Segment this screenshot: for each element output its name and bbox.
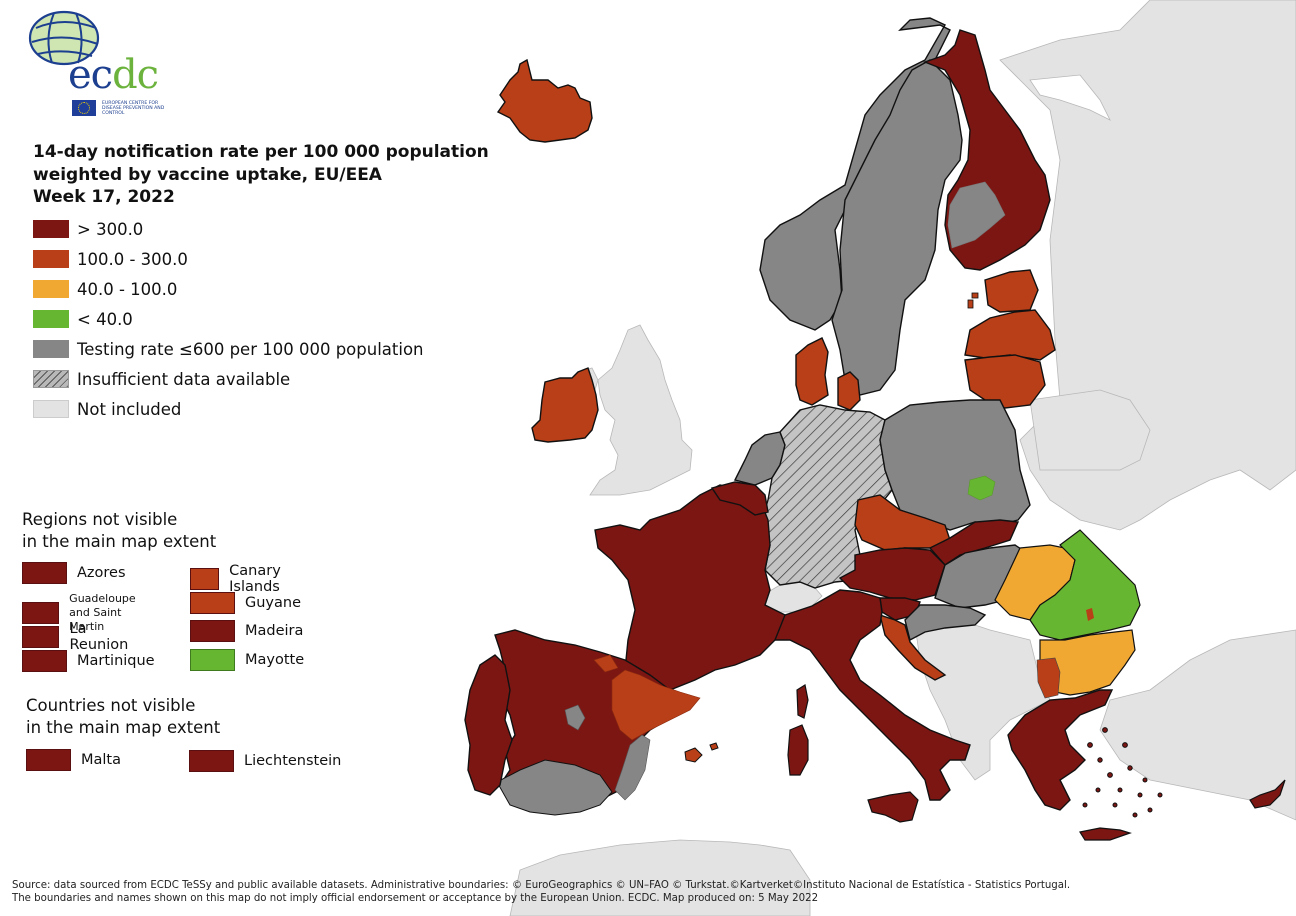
legend-item: 100.0 - 300.0 — [33, 244, 424, 274]
region-label: Azores — [77, 565, 126, 581]
region-item: Martinique — [22, 650, 155, 672]
romania-east — [1029, 529, 1141, 641]
legend-label: 100.0 - 300.0 — [77, 249, 188, 269]
logo-text-dc: dc — [112, 52, 159, 98]
balearic-islands — [684, 742, 719, 763]
lithuania — [964, 354, 1046, 409]
region-label: La Reunion — [69, 621, 129, 653]
france — [594, 484, 786, 691]
legend-label: Not included — [77, 399, 182, 419]
region-label: Canary Islands — [229, 563, 281, 595]
legend-item: < 40.0 — [33, 304, 424, 334]
bulgaria-red-region — [1036, 657, 1061, 699]
logo-text-ec: ec — [68, 52, 113, 98]
denmark-islands — [837, 371, 861, 411]
region-item: La Reunion — [22, 621, 136, 653]
ireland — [531, 367, 599, 443]
legend-item: Testing rate ≤600 per 100 000 population — [33, 334, 424, 364]
swatch — [22, 626, 60, 648]
region-label: Madeira — [245, 623, 304, 639]
regions-not-visible-title: Regions not visible in the main map exte… — [22, 510, 217, 551]
swatch-40-100 — [33, 280, 69, 298]
legend-label: > 300.0 — [77, 219, 144, 239]
legend-item: Insufficient data available — [33, 364, 424, 394]
legend-label: Insufficient data available — [77, 369, 291, 389]
legend: > 300.0 100.0 - 300.0 40.0 - 100.0 < 40.… — [33, 214, 424, 424]
spain-aragon-catalonia — [611, 669, 701, 741]
poland-lt40-region — [967, 475, 996, 501]
iceland — [496, 58, 593, 143]
aegean-islands — [1082, 727, 1163, 818]
region-label: Guyane — [245, 595, 302, 611]
swatch-gt300 — [33, 220, 69, 238]
source-footer: Source: data sourced from ECDC TeSSy and… — [12, 879, 1070, 905]
region-item: Azores — [22, 562, 126, 584]
greece — [1007, 689, 1114, 811]
swatch — [26, 749, 71, 771]
small-islands — [967, 292, 979, 309]
region-label: Martinique — [77, 653, 155, 669]
country-item: Liechtenstein — [189, 750, 341, 772]
swatch — [190, 592, 235, 614]
region-item: Guyane — [190, 592, 301, 614]
swatch — [190, 568, 220, 590]
swatch-lt40 — [33, 310, 69, 328]
swatch — [22, 562, 67, 584]
spain-madrid — [564, 704, 586, 731]
swatch — [189, 750, 234, 772]
legend-label: < 40.0 — [77, 309, 133, 329]
legend-label: Testing rate ≤600 per 100 000 population — [77, 339, 424, 359]
spain-la-rioja — [593, 654, 619, 673]
country-label: Malta — [81, 752, 121, 768]
eu-flag-icon — [72, 100, 96, 116]
crete — [1079, 827, 1132, 841]
legend-item: 40.0 - 100.0 — [33, 274, 424, 304]
legend-title: 14-day notification rate per 100 000 pop… — [33, 142, 489, 207]
corsica — [796, 684, 809, 719]
region-item: Mayotte — [190, 649, 304, 671]
region-item: Canary Islands — [190, 563, 297, 595]
swatch — [190, 649, 235, 671]
sicily — [867, 791, 919, 823]
cyprus — [1249, 779, 1286, 809]
spain-valencia — [614, 734, 651, 801]
finland-low-testing-region — [947, 181, 1006, 249]
legend-label: 40.0 - 100.0 — [77, 279, 178, 299]
globe-icon — [28, 10, 100, 66]
swatch-low-testing — [33, 340, 69, 358]
croatia-inland — [904, 604, 987, 642]
croatia-coast — [879, 613, 947, 681]
countries-not-visible-title: Countries not visible in the main map ex… — [26, 696, 221, 737]
italy — [768, 589, 971, 801]
swatch-100-300 — [33, 250, 69, 268]
legend-item: Not included — [33, 394, 424, 424]
not-included-land — [509, 0, 1296, 916]
disclaimer-line: The boundaries and names shown on this m… — [12, 893, 819, 904]
region-item: Madeira — [190, 620, 303, 642]
logo-subtitle: European Centre for Disease Prevention a… — [102, 100, 165, 116]
swatch — [190, 620, 235, 642]
portugal — [464, 654, 513, 796]
country-item: Malta — [26, 749, 121, 771]
swatch — [22, 650, 67, 672]
swatch-insufficient-data — [33, 370, 69, 388]
region-label: Guadeloupe and Saint Martin — [69, 592, 136, 633]
swatch — [22, 602, 60, 624]
region-label: Mayotte — [245, 652, 305, 668]
sardinia — [787, 724, 809, 776]
latvia — [964, 309, 1056, 361]
spain-andalusia — [496, 759, 613, 816]
ecdc-logo: ecdc European Centre for Disease Prevent… — [22, 6, 164, 116]
country-label: Liechtenstein — [244, 753, 342, 769]
source-line: Source: data sourced from ECDC TeSSy and… — [12, 880, 1071, 891]
denmark — [795, 337, 829, 406]
estonia — [984, 269, 1039, 313]
legend-item: > 300.0 — [33, 214, 424, 244]
swatch-not-included — [33, 400, 69, 418]
region-item: Guadeloupe and Saint Martin — [22, 592, 144, 634]
romania-red-region — [1086, 608, 1094, 621]
belgium — [710, 481, 769, 516]
sweden — [831, 59, 963, 396]
